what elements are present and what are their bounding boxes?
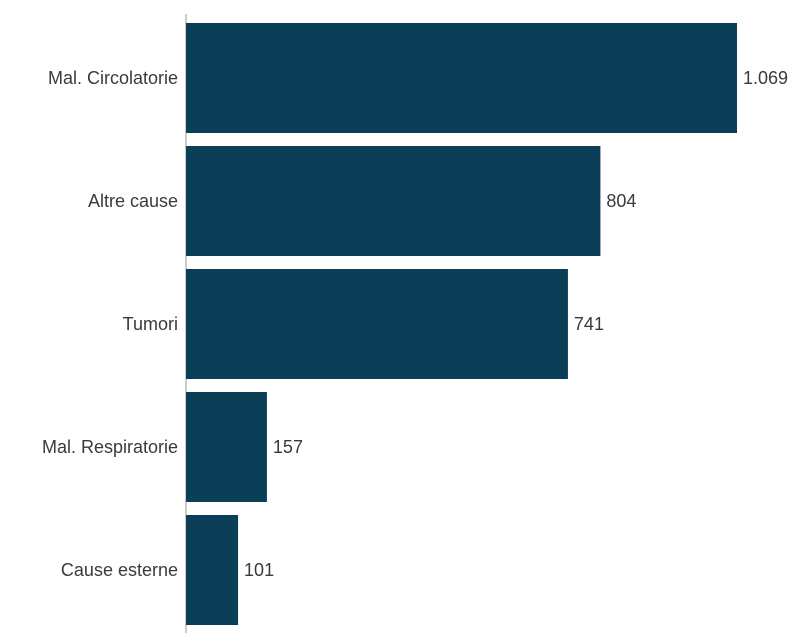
category-label: Altre cause — [88, 191, 178, 211]
bar — [186, 515, 239, 625]
value-label: 157 — [273, 437, 303, 457]
bar — [186, 23, 737, 133]
bar — [186, 269, 568, 379]
value-label: 804 — [606, 191, 636, 211]
value-label: 1.069 — [743, 68, 788, 88]
category-label: Cause esterne — [61, 560, 178, 580]
category-label: Tumori — [123, 314, 178, 334]
category-label: Mal. Respiratorie — [42, 437, 178, 457]
bar — [186, 146, 601, 256]
value-label: 741 — [574, 314, 604, 334]
bar — [186, 392, 267, 502]
value-label: 101 — [244, 560, 274, 580]
category-label: Mal. Circolatorie — [48, 68, 178, 88]
